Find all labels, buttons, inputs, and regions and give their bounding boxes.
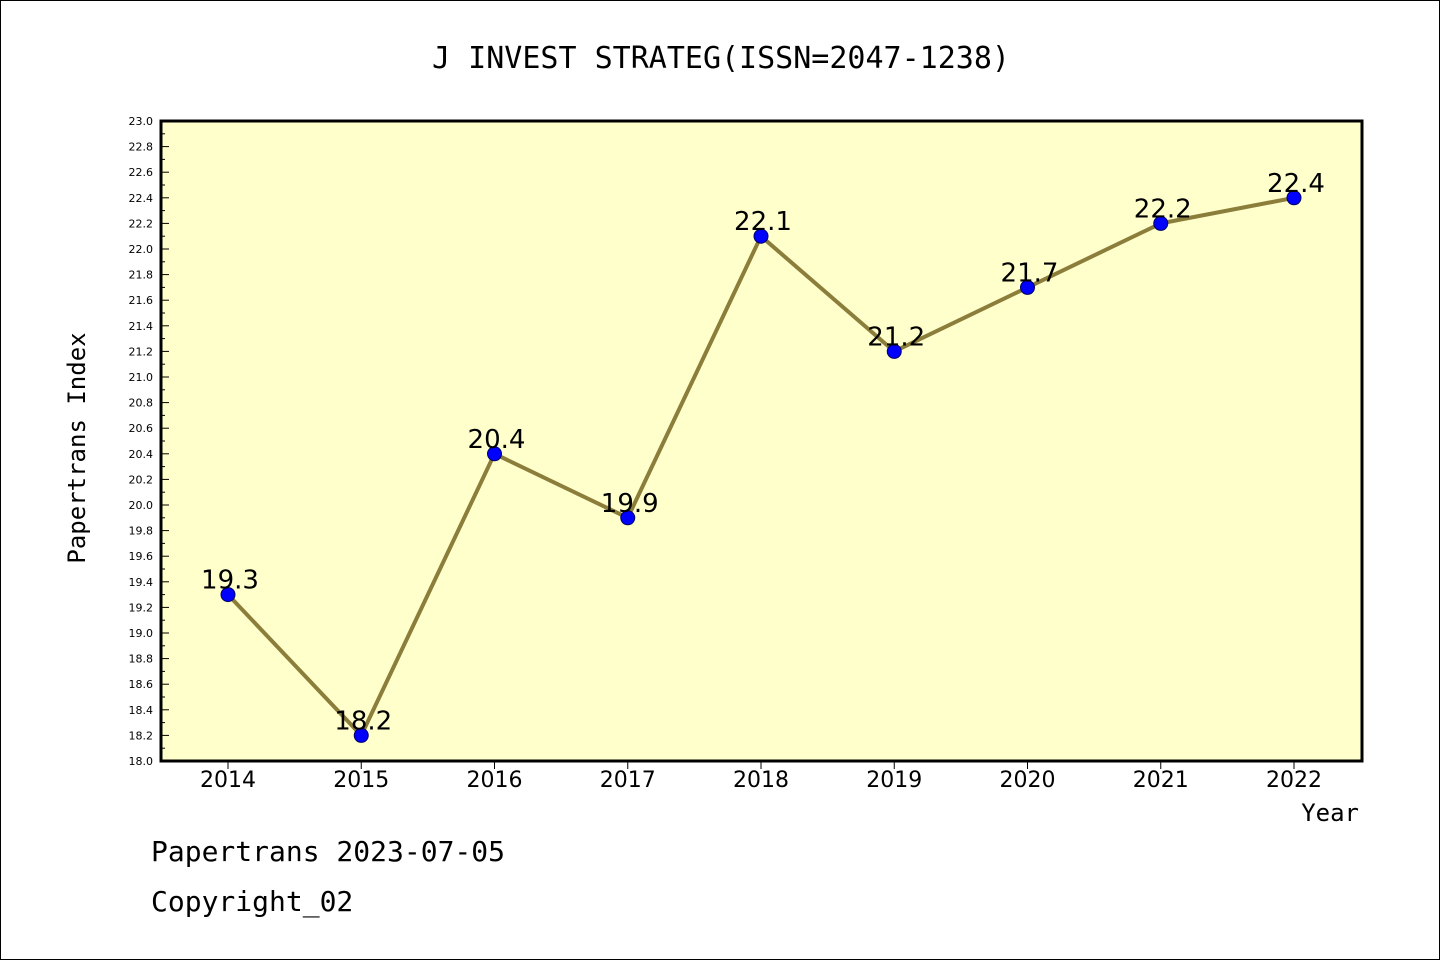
y-tick-label: 23.0 (129, 115, 154, 128)
data-label: 22.4 (1267, 169, 1325, 199)
x-tick-label: 2020 (1000, 768, 1056, 793)
y-tick-label: 19.0 (129, 627, 154, 640)
y-tick-label: 22.2 (129, 217, 154, 230)
x-tick-label: 2021 (1133, 768, 1189, 793)
y-tick-label: 20.6 (129, 422, 154, 435)
x-tick-label: 2015 (333, 768, 389, 793)
x-tick-label: 2022 (1266, 768, 1322, 793)
data-label: 20.4 (468, 425, 526, 455)
x-tick-label: 2014 (200, 768, 256, 793)
footer-date: Papertrans 2023-07-05 (151, 835, 506, 868)
y-axis-ticks: 18.0 18.2 18.4 18.6 18.8 19.0 19.2 19.4 19.6 19.8… (129, 115, 169, 768)
data-label: 18.2 (334, 706, 392, 736)
data-label: 19.9 (601, 489, 659, 519)
x-tick-label: 2018 (733, 768, 789, 793)
footer-copyright: Copyright_02 (151, 885, 354, 918)
x-tick-label: 2016 (467, 768, 523, 793)
data-point (886, 343, 902, 359)
x-tick-label: 2019 (866, 768, 922, 793)
data-labels: 19.3 18.2 20.4 19.9 22.1 21.2 21.7 22.2 22.4 (201, 169, 1325, 737)
data-label: 22.2 (1134, 194, 1192, 224)
data-point (487, 446, 502, 462)
y-tick-label: 18.4 (129, 704, 154, 717)
y-tick-label: 19.2 (129, 601, 154, 614)
x-axis-ticks: 2014 2015 2016 2017 2018 2019 2020 2021 2022 (200, 761, 1322, 793)
y-axis-label: Papertrans Index (63, 332, 91, 563)
y-tick-label: 18.8 (129, 653, 154, 666)
y-tick-label: 20.4 (129, 448, 154, 461)
y-tick-label: 20.8 (129, 397, 154, 410)
data-label: 22.1 (734, 207, 792, 237)
y-tick-label: 18.0 (129, 755, 154, 768)
y-tick-label: 22.0 (129, 243, 154, 256)
data-point (620, 510, 636, 526)
y-tick-label: 19.4 (129, 576, 154, 589)
y-tick-label: 19.8 (129, 525, 154, 538)
data-point (1286, 190, 1302, 206)
chart-title: J INVEST STRATEG(ISSN=2047-1238) (432, 41, 1010, 76)
y-tick-label: 21.6 (129, 294, 154, 307)
y-tick-label: 18.6 (129, 678, 154, 691)
data-point (1153, 215, 1169, 231)
y-tick-label: 21.4 (129, 320, 154, 333)
y-tick-label: 22.6 (129, 166, 154, 179)
data-point (753, 228, 769, 244)
data-point (220, 587, 236, 603)
x-tick-label: 2017 (600, 768, 656, 793)
data-label: 21.7 (1001, 258, 1059, 288)
data-label: 21.2 (867, 322, 925, 352)
data-label: 19.3 (201, 566, 259, 596)
data-markers (220, 190, 1302, 743)
y-tick-label: 20.2 (129, 473, 154, 486)
y-tick-label: 22.4 (129, 192, 154, 205)
y-tick-label: 22.8 (129, 141, 154, 154)
y-tick-label: 21.2 (129, 345, 154, 358)
x-axis-label: Year (1301, 799, 1359, 827)
plot-frame (159, 119, 1364, 763)
y-tick-label: 19.6 (129, 550, 154, 563)
data-point (1020, 279, 1035, 295)
data-point (353, 727, 369, 743)
y-tick-label: 18.2 (129, 729, 154, 742)
y-tick-label: 21.0 (129, 371, 154, 384)
y-tick-label: 21.8 (129, 269, 154, 282)
y-tick-label: 20.0 (129, 499, 154, 512)
